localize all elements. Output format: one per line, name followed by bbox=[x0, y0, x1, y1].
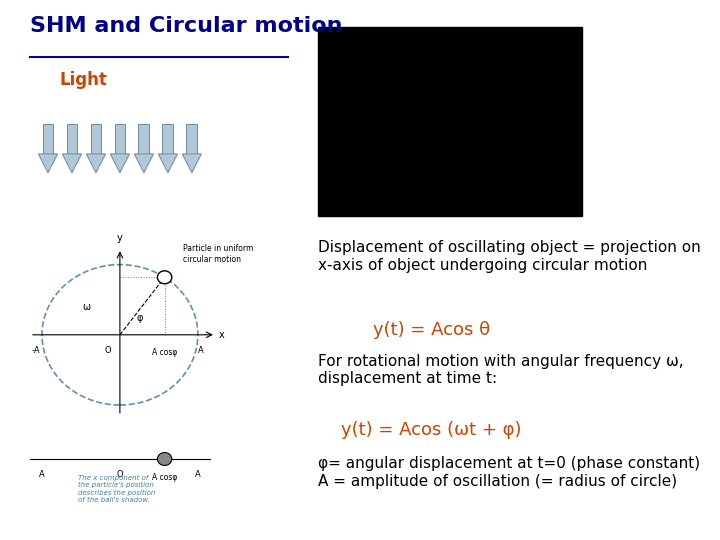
Text: ω: ω bbox=[83, 302, 91, 313]
Polygon shape bbox=[135, 154, 153, 173]
Polygon shape bbox=[38, 154, 58, 173]
Text: y: y bbox=[117, 233, 123, 243]
Text: x: x bbox=[219, 330, 225, 340]
Text: The x component of
the particle's position
describes the position
of the ball's : The x component of the particle's positi… bbox=[78, 475, 156, 503]
Polygon shape bbox=[91, 124, 102, 154]
Text: φ= angular displacement at t=0 (phase constant)
A = amplitude of oscillation (= : φ= angular displacement at t=0 (phase co… bbox=[318, 456, 700, 489]
Text: Light: Light bbox=[60, 71, 108, 89]
Polygon shape bbox=[42, 124, 53, 154]
Text: A: A bbox=[39, 470, 45, 479]
Text: A cosφ: A cosφ bbox=[152, 472, 177, 482]
Polygon shape bbox=[163, 124, 174, 154]
Text: φ: φ bbox=[137, 313, 143, 323]
Text: -A: -A bbox=[32, 346, 40, 355]
Text: A: A bbox=[198, 346, 204, 355]
Circle shape bbox=[158, 271, 172, 284]
Polygon shape bbox=[114, 124, 125, 154]
Text: A cosφ: A cosφ bbox=[152, 348, 177, 357]
Polygon shape bbox=[110, 154, 130, 173]
Text: A: A bbox=[195, 470, 201, 479]
Polygon shape bbox=[182, 154, 202, 173]
Text: For rotational motion with angular frequency ω,
displacement at time t:: For rotational motion with angular frequ… bbox=[318, 354, 683, 386]
Polygon shape bbox=[86, 154, 106, 173]
Bar bbox=[318, 27, 582, 216]
Text: y(t) = Acos (ωt + φ): y(t) = Acos (ωt + φ) bbox=[341, 421, 522, 439]
Text: O: O bbox=[117, 470, 123, 479]
Text: O: O bbox=[104, 346, 111, 355]
Text: Displacement of oscillating object = projection on
x-axis of object undergoing c: Displacement of oscillating object = pro… bbox=[318, 240, 701, 273]
Polygon shape bbox=[63, 154, 81, 173]
Polygon shape bbox=[186, 124, 197, 154]
Circle shape bbox=[158, 453, 172, 465]
Polygon shape bbox=[66, 124, 77, 154]
Polygon shape bbox=[138, 124, 149, 154]
Text: SHM and Circular motion: SHM and Circular motion bbox=[30, 16, 343, 36]
Text: y(t) = Acos θ: y(t) = Acos θ bbox=[373, 321, 490, 339]
Text: Particle in uniform
circular motion: Particle in uniform circular motion bbox=[183, 245, 253, 264]
Polygon shape bbox=[158, 154, 177, 173]
